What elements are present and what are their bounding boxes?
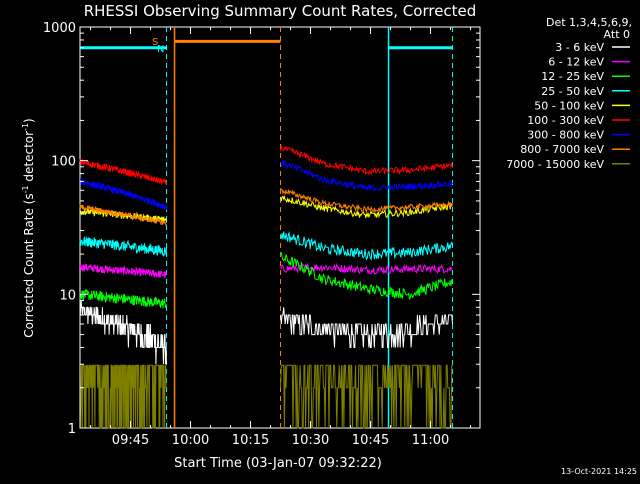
series-line-5-seg1 — [280, 145, 453, 176]
y-axis-ticks: 1 10 100 1000 — [43, 21, 480, 437]
y-axis-label-sup2: -1 — [21, 123, 30, 131]
x-tick-label-1: 10:00 — [172, 433, 209, 448]
series-line-1-seg1 — [280, 262, 453, 275]
count-rate-series — [79, 145, 453, 429]
series-line-7-seg0 — [79, 204, 167, 226]
series-line-5-seg0 — [79, 158, 167, 185]
x-axis-label: Start Time (03-Jan-07 09:32:22) — [174, 456, 382, 471]
y-axis-label-mid: detector — [22, 131, 36, 186]
y-tick-label-1: 10 — [59, 288, 76, 303]
series-line-8-seg1 — [280, 364, 453, 429]
legend-label-1: 6 - 12 keV — [548, 56, 604, 69]
plot-border — [79, 26, 481, 429]
legend-label-8: 7000 - 15000 keV — [506, 158, 604, 171]
legend-label-5: 100 - 300 keV — [527, 114, 604, 127]
series-line-8-seg0 — [80, 364, 167, 429]
attenuator-state-bars — [80, 27, 454, 428]
series-line-2-seg0 — [79, 289, 167, 309]
y-axis-label-end: ) — [22, 118, 36, 123]
x-tick-label-0: 09:45 — [112, 433, 149, 448]
series-line-6-seg0 — [79, 178, 167, 211]
x-axis-ticks: 09:45 10:00 10:15 10:30 10:45 11:00 — [90, 27, 472, 448]
x-tick-label-5: 11:00 — [412, 433, 449, 448]
n-marker-label: N — [157, 44, 164, 55]
timestamp: 13-Oct-2021 14:25 — [561, 467, 637, 476]
x-tick-label-3: 10:30 — [292, 433, 329, 448]
y-tick-label-2: 100 — [51, 155, 76, 170]
legend-header-line-2: Att 0 — [604, 28, 630, 41]
s-marker-label: S — [152, 37, 158, 48]
y-axis-label: Corrected Count Rate (s-1 detector-1) — [21, 118, 36, 337]
x-tick-label-4: 10:45 — [352, 433, 389, 448]
series-line-2-seg1 — [280, 252, 453, 300]
legend-label-0: 3 - 6 keV — [555, 41, 604, 54]
plot-frame — [79, 26, 481, 429]
legend-label-4: 50 - 100 keV — [534, 99, 604, 112]
series-line-0-seg0 — [79, 300, 167, 365]
y-tick-label-3: 1000 — [43, 21, 76, 36]
legend: Det 1,3,4,5,6,9, Att 0 3 - 6 keV 6 - 12 k… — [506, 16, 632, 171]
series-line-3-seg0 — [79, 236, 167, 258]
series-line-3-seg1 — [280, 231, 453, 261]
x-tick-label-2: 10:15 — [232, 433, 269, 448]
legend-label-3: 25 - 50 keV — [541, 85, 604, 98]
series-line-0-seg1 — [280, 307, 453, 348]
y-tick-label-0: 1 — [68, 422, 76, 437]
series-line-7-seg1 — [280, 187, 453, 214]
series-line-6-seg1 — [280, 160, 453, 192]
legend-label-7: 800 - 7000 keV — [520, 143, 604, 156]
chart-title: RHESSI Observing Summary Count Rates, Co… — [84, 2, 477, 20]
legend-header-line-1: Det 1,3,4,5,6,9, — [546, 16, 632, 29]
series-line-4-seg1 — [280, 194, 453, 219]
legend-label-2: 12 - 25 keV — [541, 70, 604, 83]
y-axis-label-sup1: -1 — [21, 185, 30, 193]
legend-label-6: 300 - 800 keV — [527, 129, 604, 142]
y-axis-label-main: Corrected Count Rate (s — [22, 193, 36, 337]
series-line-1-seg0 — [79, 263, 167, 278]
